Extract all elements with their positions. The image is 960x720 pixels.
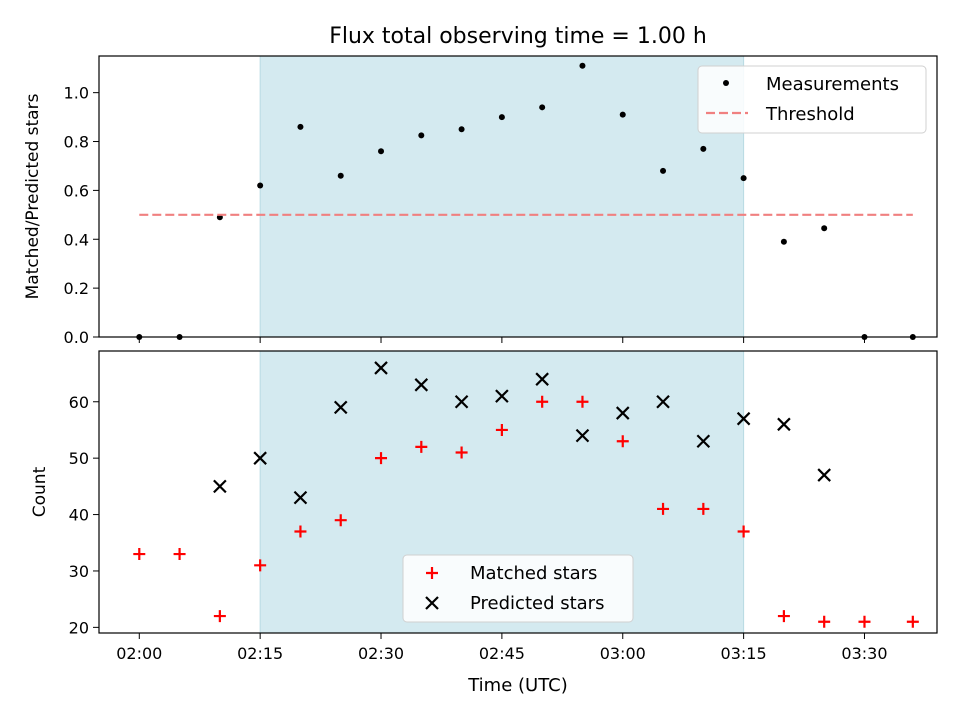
measurement-point bbox=[821, 225, 828, 232]
matched-star-point bbox=[294, 525, 307, 538]
measurement-point bbox=[700, 145, 707, 152]
legend-measurement-marker bbox=[723, 80, 729, 86]
top-y-tick-label: 0.8 bbox=[64, 133, 89, 152]
legend-matched-marker bbox=[426, 567, 438, 579]
bottom-y-tick-label: 20 bbox=[69, 618, 89, 637]
x-axis-label: Time (UTC) bbox=[467, 675, 568, 696]
predicted-star-point bbox=[293, 490, 308, 505]
legend-predicted-label: Predicted stars bbox=[470, 593, 604, 614]
measurement-point bbox=[458, 126, 465, 133]
x-tick-label: 02:15 bbox=[237, 644, 283, 663]
bottom-plot-frame bbox=[98, 350, 938, 634]
legend-predicted-marker bbox=[425, 596, 439, 610]
measurement-point bbox=[498, 114, 505, 121]
top-legend: Measurements Threshold bbox=[697, 65, 927, 134]
predicted-star-point bbox=[777, 417, 791, 432]
legend-box bbox=[402, 554, 634, 623]
matched-star-point bbox=[906, 615, 919, 628]
predicted-star-point bbox=[696, 434, 711, 449]
predicted-star-point bbox=[817, 468, 831, 482]
measurement-point bbox=[579, 62, 586, 69]
x-tick-label: 03:30 bbox=[841, 644, 887, 663]
bottom-y-axis-label: Count bbox=[30, 466, 50, 517]
top-y-tick-label: 0.6 bbox=[64, 181, 89, 200]
measurement-point bbox=[378, 148, 385, 155]
measurement-point bbox=[257, 182, 264, 189]
predicted-star-point bbox=[253, 451, 267, 465]
matched-star-point bbox=[495, 423, 508, 436]
predicted-star-point bbox=[414, 378, 429, 392]
matched-star-point bbox=[133, 548, 146, 561]
matched-star-point bbox=[334, 514, 347, 527]
bottom-y-tick-label: 50 bbox=[69, 449, 89, 468]
predicted-star-point bbox=[495, 389, 509, 403]
bottom-y-tick-label: 30 bbox=[69, 562, 89, 581]
predicted-star-point bbox=[213, 479, 227, 494]
measurement-point bbox=[337, 172, 344, 179]
predicted-star-point bbox=[333, 400, 348, 415]
top-panel: 0.0 0.2 0.4 0.6 0.8 1.0 Matched/Predicted star… bbox=[23, 55, 938, 347]
matched-star-point bbox=[576, 395, 589, 408]
x-tick-label: 02:30 bbox=[358, 644, 404, 663]
matched-star-point bbox=[697, 502, 710, 515]
top-shaded-interval bbox=[260, 56, 744, 337]
matched-star-point bbox=[415, 440, 428, 453]
top-y-tick-label: 0.0 bbox=[64, 328, 89, 347]
predicted-star-point bbox=[736, 411, 751, 426]
matched-star-point bbox=[818, 615, 831, 628]
matched-star-point bbox=[616, 435, 629, 448]
measurement-point bbox=[660, 167, 667, 174]
top-y-tick-label: 0.4 bbox=[64, 230, 89, 249]
bottom-y-tick-label: 60 bbox=[69, 393, 89, 412]
bottom-panel: 20 30 40 50 60 02:00 02:15 02:30 02:45 03:00 03:15… bbox=[30, 350, 938, 663]
predicted-star-point bbox=[615, 406, 630, 420]
legend-threshold-label: Threshold bbox=[765, 104, 855, 125]
bottom-legend: Matched stars Predicted stars bbox=[402, 554, 634, 623]
measurement-point bbox=[297, 123, 304, 130]
chart-title: Flux total observing time = 1.00 h bbox=[329, 24, 707, 49]
x-tick-label: 02:45 bbox=[479, 644, 525, 663]
matched-star-point bbox=[254, 559, 267, 572]
predicted-star-point bbox=[575, 428, 590, 443]
matched-star-point bbox=[455, 446, 468, 459]
top-y-tick-label: 0.2 bbox=[64, 279, 89, 298]
measurement-point bbox=[418, 132, 425, 139]
top-y-axis-label: Matched/Predicted stars bbox=[23, 93, 43, 299]
matched-star-point bbox=[173, 548, 186, 561]
matched-star-point bbox=[657, 502, 670, 515]
matched-star-point bbox=[536, 395, 549, 408]
measurement-point bbox=[539, 104, 546, 111]
matched-star-point bbox=[737, 525, 750, 538]
bottom-y-tick-label: 40 bbox=[69, 506, 89, 525]
top-y-tick-label: 1.0 bbox=[64, 84, 89, 103]
top-plot-frame bbox=[98, 55, 938, 338]
matched-star-point bbox=[375, 452, 388, 465]
measurement-point bbox=[740, 175, 747, 182]
x-tick-label: 03:15 bbox=[721, 644, 767, 663]
measurement-point bbox=[619, 111, 626, 118]
matched-star-point bbox=[777, 610, 790, 623]
x-tick-label: 02:00 bbox=[116, 644, 162, 663]
legend-box bbox=[697, 65, 927, 134]
x-tick-label: 03:00 bbox=[600, 644, 646, 663]
measurement-point bbox=[780, 238, 787, 245]
predicted-star-point bbox=[374, 361, 388, 375]
matched-star-point bbox=[213, 610, 226, 623]
predicted-star-point bbox=[535, 372, 549, 386]
predicted-star-point bbox=[454, 394, 469, 409]
matched-star-point bbox=[858, 615, 871, 628]
legend-measurements-label: Measurements bbox=[766, 74, 899, 95]
legend-matched-label: Matched stars bbox=[470, 563, 597, 584]
predicted-star-point bbox=[656, 394, 670, 409]
